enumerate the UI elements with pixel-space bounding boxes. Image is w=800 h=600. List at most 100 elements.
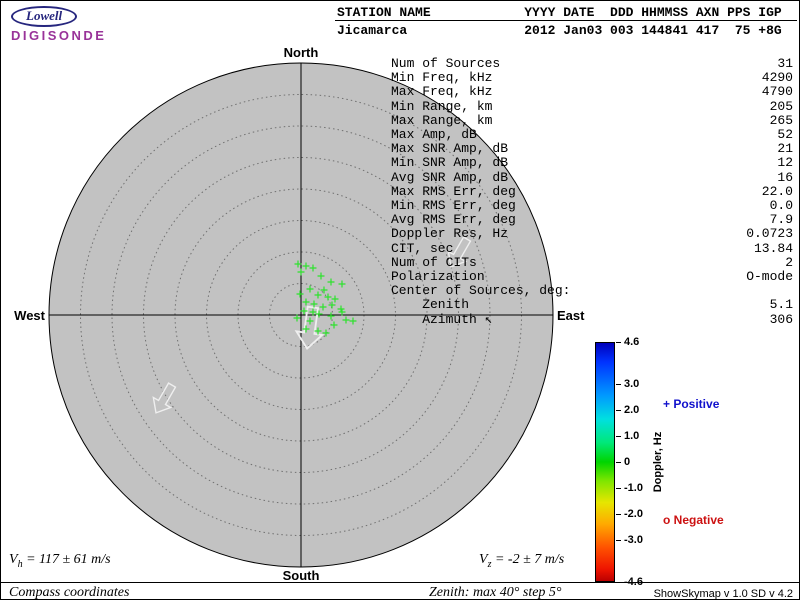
- source-marker: [338, 308, 346, 316]
- source-marker: [338, 280, 346, 288]
- stat-label: Max Freq, kHz: [391, 84, 493, 100]
- stat-row: Min SNR Amp, dB 12: [391, 156, 793, 170]
- stat-row: CIT, sec 13.84: [391, 240, 793, 256]
- stat-value: 0.0: [769, 198, 793, 214]
- stat-label: CIT, sec: [391, 240, 454, 256]
- source-marker: [314, 291, 322, 299]
- source-marker: [328, 301, 336, 309]
- colorbar-tick: [616, 488, 621, 490]
- source-marker: [302, 262, 310, 270]
- source-marker: [306, 285, 314, 293]
- stat-value: 16: [777, 169, 793, 185]
- stat-row: Avg SNR Amp, dB 16: [391, 169, 793, 185]
- source-marker: [309, 264, 317, 272]
- stat-label: Polarization: [391, 269, 485, 285]
- colorbar-tick-label: 4.6: [624, 336, 640, 348]
- stat-label: Max Amp, dB: [391, 127, 477, 143]
- colorbar-axis-label: Doppler, Hz: [652, 431, 664, 493]
- source-marker: [324, 293, 332, 301]
- vh-value: = 117 ± 61 m/s: [22, 552, 111, 567]
- stat-row: Num of Sources 31: [391, 56, 793, 71]
- stat-label: Avg RMS Err, deg: [391, 212, 516, 228]
- stat-label: Min Range, km: [391, 98, 493, 114]
- stat-row: Zenith 5.1: [391, 298, 793, 312]
- colorbar-tick: [616, 435, 621, 437]
- horizontal-velocity-readout: Vh = 117 ± 61 m/s: [9, 552, 111, 570]
- stat-row: Center of Sources, deg:: [391, 284, 793, 298]
- colorbar-tick: [616, 540, 621, 542]
- stat-row: Min Freq, kHz 4290: [391, 71, 793, 85]
- drift-direction-arrow: [294, 305, 325, 351]
- stat-row: Max Range, km 265: [391, 112, 793, 128]
- source-marker: [302, 298, 310, 306]
- stat-row: Doppler Res, Hz 0.0723: [391, 227, 793, 241]
- stat-label: Azimuth ↖: [391, 311, 493, 327]
- stat-row: Max RMS Err, deg 22.0: [391, 183, 793, 199]
- source-marker: [317, 272, 325, 280]
- header-underline: [335, 20, 797, 21]
- measurement-stats-panel: Num of Sources 31 Min Freq, kHz 4290 Max Fre…: [391, 56, 793, 327]
- source-marker: [322, 329, 330, 337]
- lowell-logo-oval: Lowell: [11, 6, 78, 27]
- vz-value: = -2 ± 7 m/s: [491, 552, 565, 567]
- colorbar-tick-label: -3.0: [624, 534, 643, 547]
- source-marker: [309, 308, 317, 316]
- stat-value: 7.9: [769, 212, 793, 228]
- source-marker: [337, 305, 345, 313]
- colorbar-tick: [616, 383, 621, 385]
- source-marker: [327, 312, 335, 320]
- zenith-range-label: Zenith: max 40° step 5°: [429, 585, 562, 600]
- stat-value: 265: [769, 112, 793, 128]
- colorbar-tick: [616, 514, 621, 516]
- source-marker: [349, 317, 357, 325]
- vz-subscript: z: [487, 558, 492, 570]
- source-marker: [306, 317, 314, 325]
- stat-value: 52: [777, 127, 793, 143]
- stat-label: Max RMS Err, deg: [391, 183, 516, 199]
- stat-value: 13.84: [753, 240, 793, 256]
- stat-value: 4290: [761, 70, 793, 86]
- colorbar-tick: [616, 409, 621, 411]
- source-marker: [310, 300, 318, 308]
- station-header-columns: STATION NAME YYYY DATE DDD HHMMSS AXN PP…: [337, 5, 782, 20]
- stat-label: Center of Sources, deg:: [391, 283, 571, 299]
- stat-label: Doppler Res, Hz: [391, 226, 509, 242]
- vz-symbol: V: [479, 552, 488, 567]
- stat-label: Min SNR Amp, dB: [391, 155, 509, 171]
- label-west: West: [14, 308, 45, 323]
- stat-value: 31: [777, 56, 793, 71]
- source-marker: [331, 295, 339, 303]
- colorbar-tick-label: 3.0: [624, 377, 640, 390]
- colorbar-tick-label: -1.0: [624, 482, 643, 495]
- coordinate-system-label: Compass coordinates: [9, 585, 130, 600]
- stat-row: Num of CITs 2: [391, 254, 793, 270]
- stat-row: Max Amp, dB 52: [391, 127, 793, 143]
- colorbar-tick-label: -2.0: [624, 508, 643, 521]
- stat-label: Avg SNR Amp, dB: [391, 169, 509, 185]
- vh-subscript: h: [17, 558, 23, 570]
- source-marker: [297, 268, 305, 276]
- stat-value: 205: [769, 98, 793, 114]
- stat-label: Max SNR Amp, dB: [391, 141, 509, 157]
- stat-row: Max Freq, kHz 4790: [391, 85, 793, 99]
- status-separator-line: [1, 582, 799, 583]
- colorbar-tick-label: 0: [624, 456, 631, 468]
- stat-row: Max SNR Amp, dB 21: [391, 142, 793, 156]
- lowell-logo-text: Lowell: [26, 8, 63, 23]
- stat-value: 21: [777, 141, 793, 157]
- stat-row: Min Range, km 205: [391, 98, 793, 114]
- stat-row: Azimuth ↖ 306: [391, 311, 793, 327]
- app-version-label: ShowSkymap v 1.0 SD v 4.2: [653, 588, 793, 600]
- stat-row: Polarization O-mode: [391, 269, 793, 285]
- source-marker: [327, 278, 335, 286]
- colorbar-tick: [616, 342, 621, 343]
- stat-row: Min RMS Err, deg 0.0: [391, 198, 793, 214]
- azimuth-direction-icon: ↖: [484, 311, 493, 327]
- drift-direction-arrow: [447, 236, 472, 268]
- stat-label: Num of Sources: [391, 56, 501, 71]
- stat-value: 12: [777, 155, 793, 171]
- source-marker: [293, 314, 301, 322]
- stat-label: Num of CITs: [391, 254, 477, 270]
- label-east: East: [557, 308, 585, 323]
